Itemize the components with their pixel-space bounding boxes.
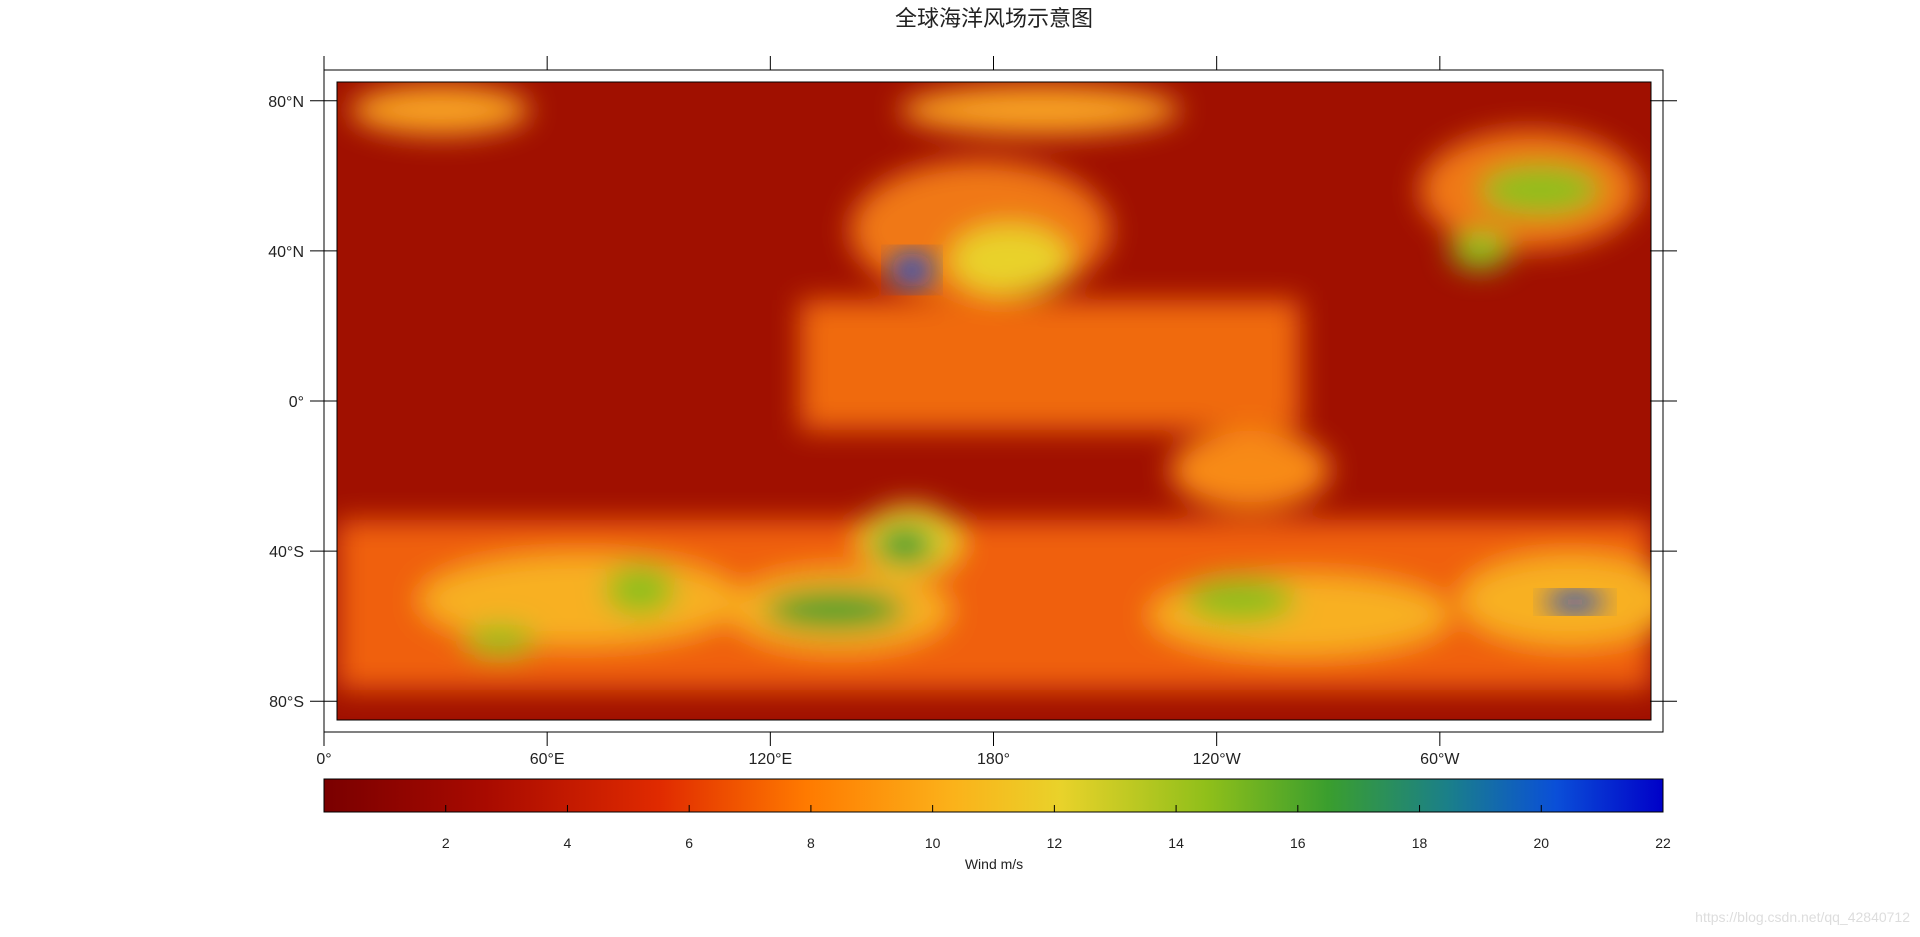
colorbar-tick-label: 22 bbox=[1655, 835, 1671, 851]
chart-title: 全球海洋风场示意图 bbox=[895, 7, 1093, 32]
lon-tick-label: 120°W bbox=[1193, 751, 1242, 768]
lon-tick-label: 60°W bbox=[1420, 751, 1460, 768]
colorbar-tick-label: 4 bbox=[564, 835, 572, 851]
colorbar-tick-label: 2 bbox=[442, 835, 450, 851]
lat-tick-label: 80°S bbox=[269, 694, 304, 711]
lat-tick-label: 0° bbox=[289, 394, 304, 411]
lat-tick-label: 80°N bbox=[268, 94, 304, 111]
colorbar-tick-label: 6 bbox=[685, 835, 693, 851]
colorbar-tick-label: 10 bbox=[925, 835, 941, 851]
lat-tick-label: 40°S bbox=[269, 544, 304, 561]
wind-field bbox=[337, 82, 1651, 720]
lon-tick-label: 60°E bbox=[530, 751, 565, 768]
watermark: https://blog.csdn.net/qq_42840712 bbox=[1695, 909, 1910, 925]
colorbar bbox=[323, 778, 1664, 813]
colorbar-tick-label: 20 bbox=[1533, 835, 1549, 851]
lat-tick-label: 40°N bbox=[268, 244, 304, 261]
lon-tick-label: 120°E bbox=[748, 751, 792, 768]
colorbar-tick-label: 16 bbox=[1290, 835, 1306, 851]
colorbar-tick-label: 18 bbox=[1412, 835, 1428, 851]
colorbar-tick-label: 8 bbox=[807, 835, 815, 851]
lon-tick-label: 180° bbox=[977, 751, 1010, 768]
colorbar-tick-label: 12 bbox=[1047, 835, 1063, 851]
colorbar-tick-label: 14 bbox=[1168, 835, 1184, 851]
lon-tick-label: 0° bbox=[316, 751, 331, 768]
colorbar-label: Wind m/s bbox=[965, 856, 1023, 872]
